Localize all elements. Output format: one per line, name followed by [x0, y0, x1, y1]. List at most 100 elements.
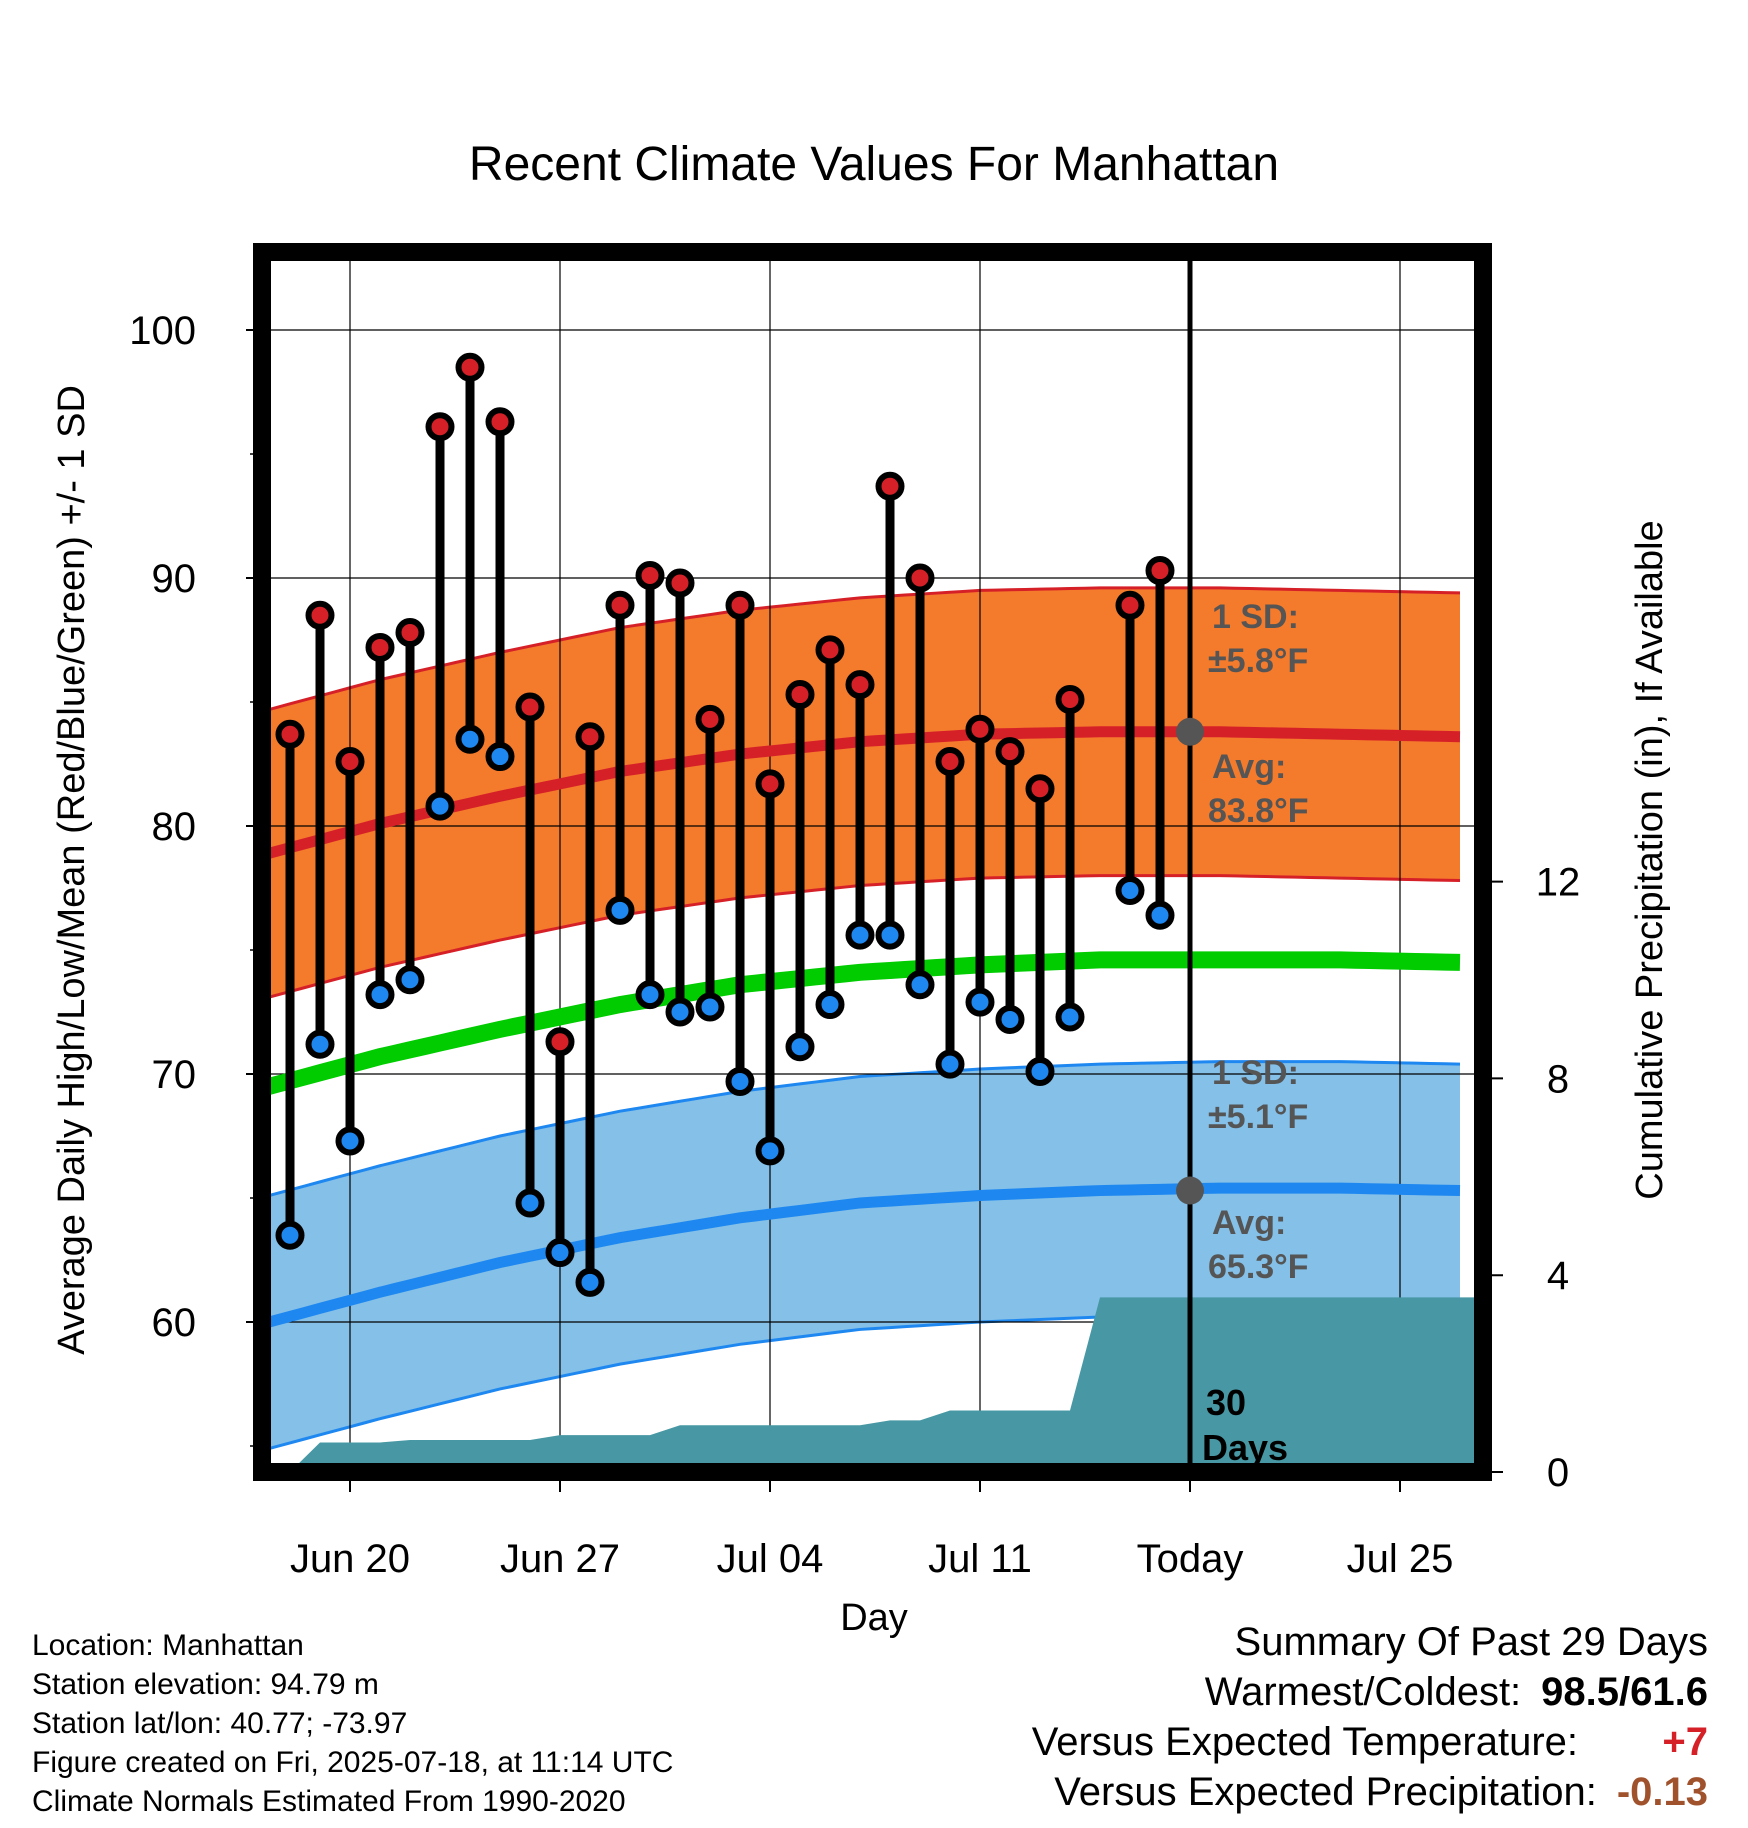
day-high-point-2025-07-14 [1055, 685, 1085, 715]
precipitation-fill [290, 1297, 1483, 1472]
warm-cold-value: 98.5/61.6 [1541, 1670, 1708, 1714]
high-avg-value: 83.8°F [1208, 792, 1309, 830]
precipitation-area [290, 1297, 1483, 1472]
plot-area: 1 SD: ±5.8°F Avg: 83.8°F 1 SD: ±5.1°F Av… [262, 252, 1483, 1472]
x-tick-label-1: Jun 27 [500, 1537, 620, 1581]
day-high-point-2025-06-24 [455, 352, 485, 382]
y2-tick-label-2: 4 [1547, 1254, 1569, 1298]
day-low-point-2025-07-11 [965, 987, 995, 1017]
day-low-point-2025-07-06 [815, 990, 845, 1020]
day-low-point-2025-07-13 [1025, 1057, 1055, 1087]
day-low-point-2025-07-14 [1055, 1002, 1085, 1032]
day-high-point-2025-06-29 [605, 590, 635, 620]
low-sd-value: ±5.1°F [1208, 1098, 1308, 1136]
x-axis-label: Day [840, 1597, 908, 1639]
day-high-point-2025-06-19 [305, 600, 335, 630]
day-high-point-2025-06-30 [635, 561, 665, 591]
high-sd-band-upper-edge [262, 586, 1461, 713]
summary-title: Summary Of Past 29 Days [1234, 1620, 1708, 1664]
day-bar-2025-06-23 [425, 412, 455, 821]
low-avg-label: Avg: [1212, 1204, 1286, 1242]
day-low-point-2025-07-02 [695, 992, 725, 1022]
day-low-point-2025-06-24 [455, 724, 485, 754]
day-high-point-2025-06-21 [365, 632, 395, 662]
days-word: Days [1202, 1427, 1288, 1468]
day-high-point-2025-06-20 [335, 747, 365, 777]
normals-text: Climate Normals Estimated From 1990-2020 [32, 1785, 626, 1818]
day-high-point-2025-07-07 [845, 670, 875, 700]
today-low-normal-marker [1176, 1176, 1204, 1205]
day-bar-2025-07-16 [1115, 590, 1145, 905]
day-high-point-2025-07-12 [995, 737, 1025, 767]
low-sd-label: 1 SD: [1212, 1054, 1299, 1092]
day-high-point-2025-06-22 [395, 618, 425, 648]
day-low-point-2025-07-01 [665, 997, 695, 1027]
y2-axis-label: Cumulative Precipitation (in), If Availa… [1629, 520, 1671, 1199]
day-low-point-2025-06-23 [425, 791, 455, 821]
day-bar-2025-06-20 [335, 747, 365, 1156]
day-low-point-2025-06-28 [575, 1267, 605, 1297]
day-low-point-2025-06-26 [515, 1188, 545, 1218]
station-info: Location: Manhattan Station elevation: 9… [32, 1626, 673, 1821]
day-bar-2025-07-11 [965, 714, 995, 1017]
day-high-point-2025-06-28 [575, 722, 605, 752]
day-bar-2025-07-04 [755, 769, 785, 1166]
warm-cold-label: Warmest/Coldest: [1204, 1670, 1522, 1714]
day-bar-2025-07-10 [935, 747, 965, 1079]
day-low-point-2025-06-30 [635, 980, 665, 1010]
day-bar-2025-07-09 [905, 563, 935, 1000]
low-normal-line [262, 1182, 1461, 1330]
day-high-point-2025-06-26 [515, 692, 545, 722]
low-sd-band-upper-edge [262, 1060, 1461, 1200]
day-low-point-2025-07-05 [785, 1032, 815, 1062]
y-tick-label-1: 90 [152, 557, 197, 601]
day-low-point-2025-07-07 [845, 920, 875, 950]
day-high-point-2025-07-09 [905, 563, 935, 593]
high-sd-label: 1 SD: [1212, 598, 1299, 636]
day-low-point-2025-06-22 [395, 965, 425, 995]
day-low-point-2025-07-10 [935, 1049, 965, 1079]
daily-temperature-bars [275, 352, 1175, 1297]
day-bar-2025-07-07 [845, 670, 875, 950]
y2-tick-label-0: 12 [1536, 861, 1581, 905]
day-bar-2025-06-26 [515, 692, 545, 1218]
precip-row: Versus Expected Precipitation: -0.13 [1032, 1767, 1708, 1817]
day-bar-2025-07-05 [785, 680, 815, 1062]
days-number: 30 [1206, 1382, 1246, 1423]
day-high-point-2025-07-10 [935, 747, 965, 777]
day-bar-2025-07-12 [995, 737, 1025, 1034]
day-bar-2025-06-27 [545, 1027, 575, 1268]
day-low-point-2025-07-09 [905, 970, 935, 1000]
day-bar-2025-07-03 [725, 590, 755, 1096]
day-bar-2025-07-02 [695, 704, 725, 1022]
day-high-point-2025-07-11 [965, 714, 995, 744]
y-tick-label-4: 60 [152, 1301, 197, 1345]
warm-cold-row: Warmest/Coldest: 98.5/61.6 [1032, 1667, 1708, 1717]
day-high-point-2025-07-06 [815, 635, 845, 665]
day-bar-2025-06-24 [455, 352, 485, 754]
day-bar-2025-06-22 [395, 618, 425, 995]
x-tick-label-2: Jul 04 [717, 1537, 824, 1581]
day-high-point-2025-06-23 [425, 412, 455, 442]
temp-value: +7 [1662, 1720, 1708, 1764]
y-tick-label-2: 80 [152, 805, 197, 849]
precip-value: -0.13 [1616, 1770, 1708, 1814]
x-tick-label-5: Jul 25 [1347, 1537, 1454, 1581]
y-tick-label-3: 70 [152, 1053, 197, 1097]
chart-title: Recent Climate Values For Manhattan [469, 138, 1279, 191]
precip-label: Versus Expected Precipitation: [1054, 1770, 1597, 1814]
day-high-point-2025-07-03 [725, 590, 755, 620]
day-low-point-2025-07-12 [995, 1004, 1025, 1034]
temp-label: Versus Expected Temperature: [1031, 1720, 1578, 1764]
day-high-point-2025-06-25 [485, 407, 515, 437]
day-bar-2025-06-28 [575, 722, 605, 1297]
x-tick-label-0: Jun 20 [290, 1537, 410, 1581]
today-high-normal-marker [1176, 717, 1204, 746]
x-tick-label-3: Jul 11 [928, 1537, 1032, 1581]
day-low-point-2025-07-04 [755, 1136, 785, 1166]
day-bar-2025-07-17 [1145, 556, 1175, 930]
summary-panel: Summary Of Past 29 Days Warmest/Coldest:… [1032, 1617, 1708, 1817]
y2-tick-label-1: 8 [1547, 1057, 1569, 1101]
day-high-point-2025-07-16 [1115, 590, 1145, 620]
